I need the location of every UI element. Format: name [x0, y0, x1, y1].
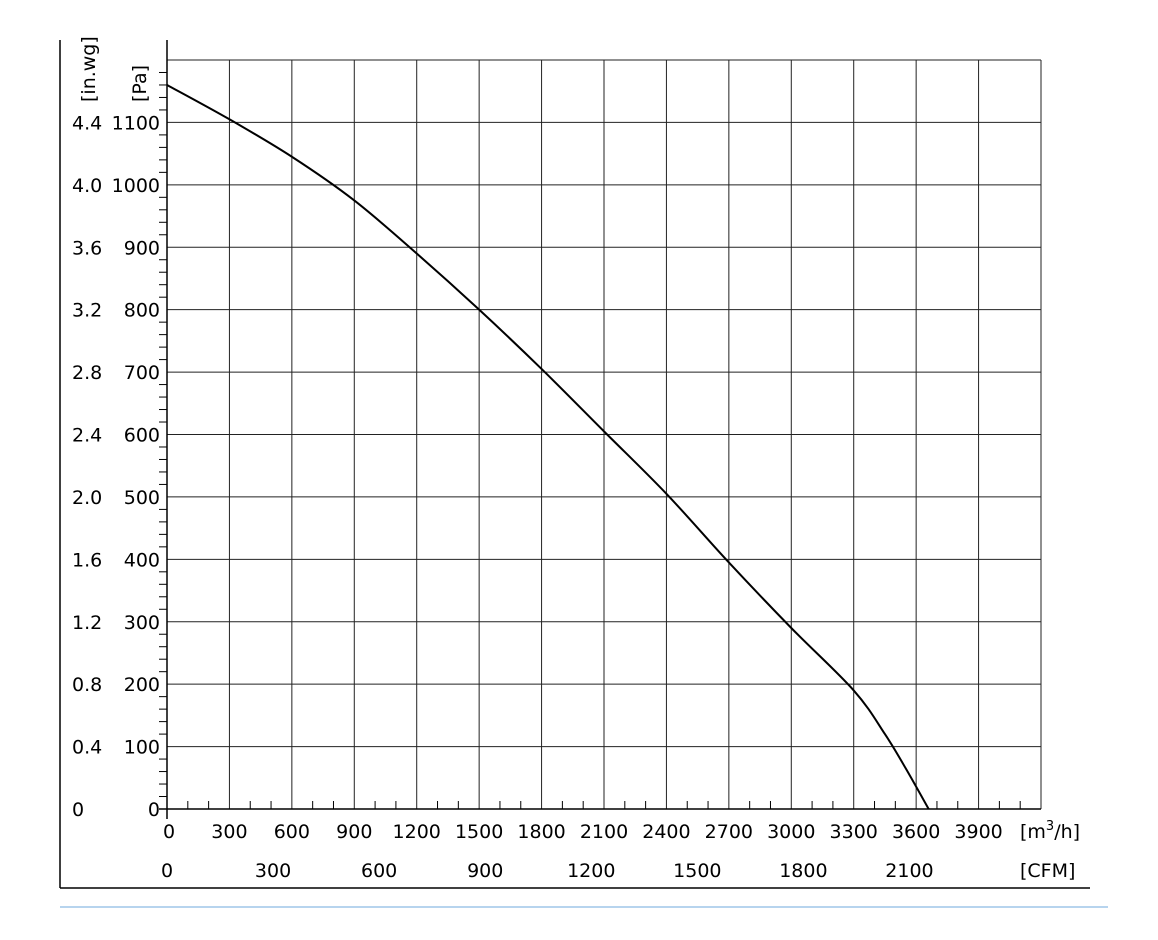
- y-tick-label-inwg: 2.4: [72, 425, 102, 447]
- x-unit-m3h-base: [m: [1020, 821, 1046, 843]
- x-tick-label-m3h: 1500: [455, 821, 503, 843]
- x-tick-label-m3h: 1800: [517, 821, 565, 843]
- x-unit-cfm: [CFM]: [1020, 860, 1075, 882]
- y-tick-label-pa: 600: [124, 425, 160, 447]
- y-tick-label-pa: 100: [124, 737, 160, 759]
- series-layer: [166, 84, 930, 810]
- y-tick-label-inwg: 3.2: [72, 300, 102, 322]
- x-tick-label-m3h: 3900: [954, 821, 1002, 843]
- y-tick-label-pa: 400: [124, 549, 160, 571]
- x-tick-label-m3h: 3600: [892, 821, 940, 843]
- y-tick-label-pa: 1100: [112, 112, 160, 134]
- x-tick-label-cfm: 1500: [673, 860, 721, 882]
- y-tick-label-inwg: 0.4: [72, 737, 102, 759]
- x-tick-label-cfm: 300: [255, 860, 291, 882]
- x-tick-label-cfm: 600: [361, 860, 397, 882]
- y-tick-label-pa: 900: [124, 237, 160, 259]
- fan-curve-line: [166, 84, 930, 810]
- y-tick-label-pa: 300: [124, 612, 160, 634]
- x-unit-m3h: [m3/h]: [1020, 819, 1080, 843]
- y-tick-label-inwg: 4.0: [72, 175, 102, 197]
- y-tick-label-inwg: 2.0: [72, 487, 102, 509]
- x-tick-label-m3h: 3000: [767, 821, 815, 843]
- x-tick-label-cfm: 2100: [885, 860, 933, 882]
- x-tick-label-m3h: 900: [336, 821, 372, 843]
- x-tick-label-cfm: 1800: [779, 860, 827, 882]
- x-unit-m3h-sup: 3: [1046, 819, 1054, 834]
- x-tick-label-m3h: 2100: [580, 821, 628, 843]
- x-tick-label-m3h: 1200: [393, 821, 441, 843]
- y-tick-label-pa: 0: [148, 799, 160, 821]
- y-tick-label-inwg: 2.8: [72, 362, 102, 384]
- axes: [59, 40, 1108, 908]
- y-tick-labels: 0 100 200 300 400 500 600 700 800 900 1000 1100 0 0.4…: [72, 112, 160, 821]
- x-tick-label-m3h: 2400: [642, 821, 690, 843]
- grid-lines: [167, 59, 1042, 809]
- x-tick-label-m3h: 0: [163, 821, 175, 843]
- y-unit-inwg: [in.wg]: [78, 36, 100, 102]
- x-tick-label-cfm: 900: [467, 860, 503, 882]
- y-tick-label-pa: 700: [124, 362, 160, 384]
- minor-ticks: [159, 71, 1021, 809]
- y-tick-label-inwg: 4.4: [72, 112, 102, 134]
- y-tick-label-inwg: 1.6: [72, 549, 102, 571]
- y-tick-label-inwg: 3.6: [72, 237, 102, 259]
- x-tick-label-m3h: 300: [211, 821, 247, 843]
- x-tick-labels: 0 300 600 900 1200 1500 1800 2100 2400 2700 3000 33…: [161, 821, 1003, 882]
- y-tick-label-inwg: 0.8: [72, 674, 102, 696]
- x-tick-label-m3h: 2700: [705, 821, 753, 843]
- y-tick-label-pa: 800: [124, 300, 160, 322]
- y-tick-label-inwg: 1.2: [72, 612, 102, 634]
- x-tick-label-m3h: 600: [274, 821, 310, 843]
- y-tick-label-pa: 200: [124, 674, 160, 696]
- x-tick-label-cfm: 1200: [567, 860, 615, 882]
- y-tick-label-inwg: 0: [72, 799, 84, 821]
- y-tick-label-pa: 1000: [112, 175, 160, 197]
- x-tick-label-cfm: 0: [161, 860, 173, 882]
- y-unit-pa: [Pa]: [129, 65, 151, 102]
- x-tick-label-m3h: 3300: [830, 821, 878, 843]
- x-unit-m3h-tail: /h]: [1054, 821, 1080, 843]
- y-tick-label-pa: 500: [124, 487, 160, 509]
